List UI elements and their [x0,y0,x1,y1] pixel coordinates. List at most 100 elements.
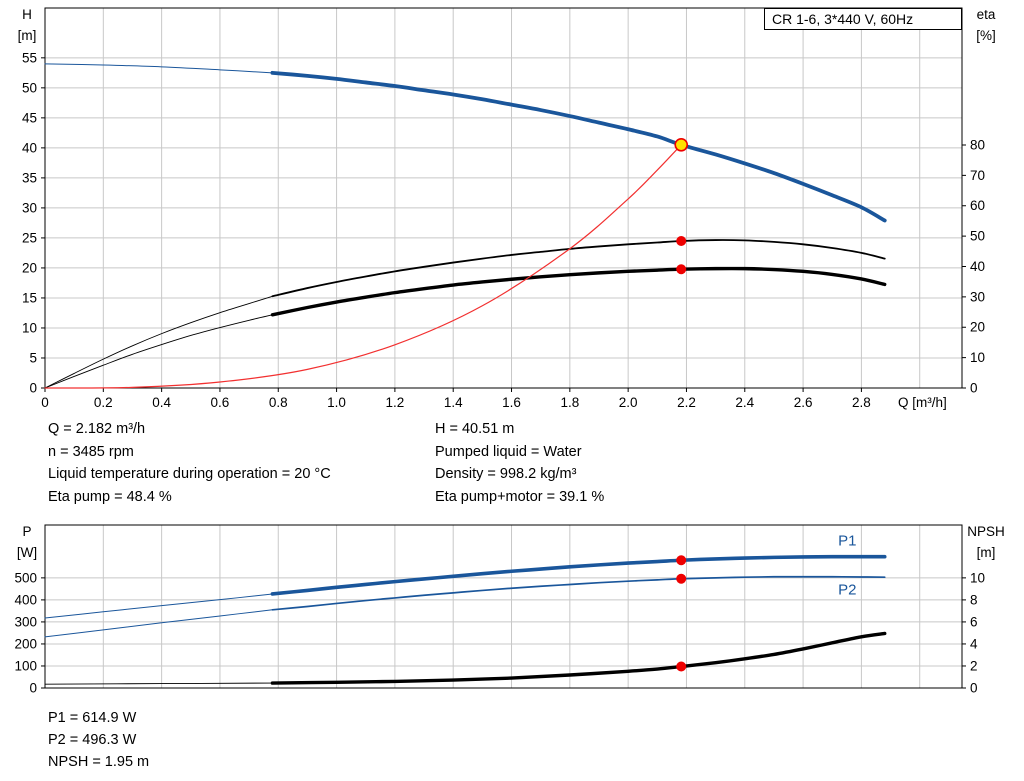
right-axis-title: NPSH [967,524,1005,539]
tick-label-left: 0 [29,381,37,396]
tick-label-right: 0 [970,381,978,396]
plot-border [44,7,963,389]
tick-label-left: 200 [14,636,37,651]
tick-label-left: 50 [22,80,37,95]
info-speed: n = 3485 rpm [48,443,134,460]
tick-label-right: 8 [970,592,978,607]
series-npsh [270,631,887,685]
series-head-curve [270,70,887,223]
tick-label-x: 2.8 [852,395,871,410]
tick-label-x: 1.2 [385,395,404,410]
tick-label-x: 1.0 [327,395,346,410]
series-label-P1: P1 [838,532,856,549]
tick-label-x: 1.8 [560,395,579,410]
tick-label-left: 55 [22,50,37,65]
series-system-curve [44,144,682,389]
operating-point-dot [676,573,687,584]
tick-label-left: 20 [22,260,37,275]
tick-label-right: 50 [970,229,985,244]
info-pumped-liquid: Pumped liquid = Water [435,443,582,460]
tick-label-right: 2 [970,658,978,673]
info-liquid-temperature: Liquid temperature during operation = 20… [48,466,331,483]
tick-label-left: 500 [14,570,37,585]
info-flow: Q = 2.182 m³/h [48,421,146,437]
tick-label-left: 400 [14,592,37,607]
tick-label-left: 5 [29,350,37,365]
tick-label-right: 0 [970,681,978,696]
tick-label-x: 2.2 [677,395,696,410]
tick-label-right: 20 [970,320,985,335]
series-eta-pump-low-flow [44,295,273,389]
tick-label-right: 10 [970,350,985,365]
info-eta-pump-motor: Eta pump+motor = 39.1 % [435,488,605,505]
pump-model-box: CR 1-6, 3*440 V, 60Hz [764,8,962,30]
operating-data-left-column: Q = 2.182 m³/h n = 3485 rpm Liquid tempe… [48,418,331,508]
tick-label-left: 0 [29,681,37,696]
tick-label-x: 0.4 [152,395,171,410]
operating-point-dot [676,555,687,566]
power-npsh-chart: 0 100 200 300 400 500 0 2 4 6 8 10 P [W] NPSH [m] P1 P2 [14,524,1004,696]
tick-label-left: 300 [14,614,37,629]
duty-point-marker [674,138,689,152]
tick-label-right: 40 [970,259,985,274]
left-axis-unit: [W] [17,545,37,560]
tick-label-left: 45 [22,110,37,125]
left-axis-title: P [22,524,31,539]
tick-label-x: 0.6 [211,395,230,410]
info-eta-pump: Eta pump = 48.4 % [48,488,172,505]
series-head-curve-low-flow [44,63,273,74]
tick-label-left: 40 [22,140,37,155]
right-axis-unit: [%] [976,28,996,43]
series-eta-pump-motor-low-flow [44,314,273,389]
tick-label-left: 35 [22,170,37,185]
info-head: H = 40.51 m [435,421,515,437]
pump-model-label: CR 1-6, 3*440 V, 60Hz [772,11,914,27]
tick-label-x: 0 [41,395,49,410]
series-eta-pump [271,239,886,298]
left-axis-unit: [m] [18,28,37,43]
series-p2-low-flow [44,609,273,638]
tick-label-right: 80 [970,137,985,152]
tick-label-right: 4 [970,636,978,651]
operating-point-dot [676,264,687,275]
right-axis-unit: [m] [977,545,996,560]
tick-label-right: 6 [970,614,978,629]
power-npsh-values: P1 = 614.9 W P2 = 496.3 W NPSH = 1.95 m [48,707,149,774]
tick-label-x: 1.6 [502,395,521,410]
plot-border [44,524,963,689]
info-density: Density = 998.2 kg/m³ [435,466,577,483]
tick-label-left: 30 [22,200,37,215]
tick-label-right: 10 [970,570,985,585]
series-p1 [270,554,887,596]
info-npsh: NPSH = 1.95 m [48,754,150,771]
info-p1: P1 = 614.9 W [48,710,137,726]
series-p1-low-flow [44,593,273,619]
series-npsh-low-flow [44,682,273,685]
tick-label-x: 2.0 [619,395,638,410]
series-eta-pump-motor [270,266,887,317]
tick-label-left: 10 [22,320,37,335]
tick-label-x: 0.8 [269,395,288,410]
head-efficiency-chart: 0 5 10 15 20 25 30 35 40 45 50 55 0 10 20 30 40 50 60 70 80 0… [18,7,996,410]
right-axis-title: eta [977,7,996,22]
tick-label-left: 15 [22,290,37,305]
x-axis-label: Q [m³/h] [898,395,947,410]
operating-point-dot [676,661,687,672]
operating-data-right-column: H = 40.51 m Pumped liquid = Water Densit… [435,418,604,508]
tick-label-x: 2.4 [735,395,754,410]
series-label-P2: P2 [838,582,856,599]
tick-label-x: 2.6 [794,395,813,410]
tick-label-left: 25 [22,230,37,245]
tick-label-right: 70 [970,168,985,183]
tick-label-left: 100 [14,658,37,673]
left-axis-title: H [22,7,32,22]
tick-label-right: 30 [970,289,985,304]
info-p2: P2 = 496.3 W [48,732,137,749]
tick-label-right: 60 [970,198,985,213]
tick-label-x: 1.4 [444,395,463,410]
series-p2 [271,575,886,611]
tick-label-x: 0.2 [94,395,113,410]
operating-point-dot [676,235,687,246]
